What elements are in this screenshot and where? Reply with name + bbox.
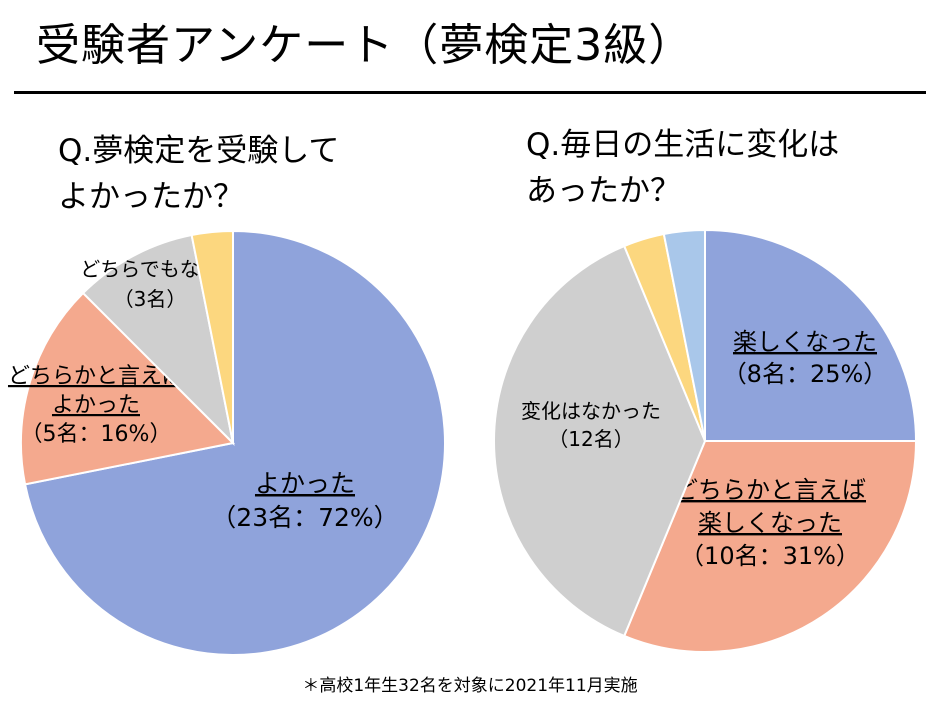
title-rule	[14, 91, 926, 94]
slice-label-count: （23名：72%）	[211, 503, 398, 532]
slice-label-name: よかった	[255, 469, 355, 498]
slice-label-count: （5名：16%）	[21, 422, 172, 447]
slice-label-count: （10名：31%）	[680, 542, 860, 570]
pie-slice	[81, 233, 235, 447]
slice-label: どちらかと言えばよかった （5名：16%）	[8, 364, 184, 447]
slice-label-count: （8名：25%）	[723, 360, 888, 388]
pie-slice	[23, 229, 446, 656]
slice-label: 楽しくなった （8名：25%）	[723, 328, 888, 388]
page-title: 受験者アンケート（夢検定3級）	[36, 20, 694, 71]
pie-slice	[20, 291, 236, 486]
slice-label: どちらかと言えば楽しくなった （10名：31%）	[674, 476, 866, 570]
slice-label-name: 楽しくなった	[698, 509, 842, 537]
chart1-question: Q.夢検定を受験して よかったか？	[58, 128, 339, 220]
pie-slice	[190, 229, 234, 444]
slice-label-name: どちらかと言えば	[8, 364, 184, 389]
chart2-question-line: Q.毎日の生活に変化は	[526, 127, 840, 163]
chart2-question-line: あったか？	[526, 173, 681, 209]
slice-label-name: よかった	[52, 393, 140, 418]
slice-label-name: どちらかと言えば	[674, 476, 866, 504]
slice-label: よかった （23名：72%）	[211, 469, 398, 532]
pie-slice	[662, 228, 706, 442]
pie-slice	[704, 228, 918, 442]
slice-label-name: 変化はなかった	[521, 399, 661, 423]
slice-label-name: 楽しくなった	[733, 328, 877, 356]
pie-slice	[492, 244, 707, 638]
pie-slice	[622, 440, 918, 654]
chart1-question-line: Q.夢検定を受験して	[58, 133, 340, 169]
slice-label: 変化はなかった （12名）	[521, 399, 661, 451]
footnote: ＊高校1年生32名を対象に2021年11月実施	[302, 676, 638, 696]
chart2-question: Q.毎日の生活に変化は あったか？	[526, 122, 839, 214]
slice-label-count: （3名）	[114, 287, 187, 311]
slice-label-count: （12名）	[548, 427, 633, 451]
chart1-question-line: よかったか？	[58, 179, 244, 215]
